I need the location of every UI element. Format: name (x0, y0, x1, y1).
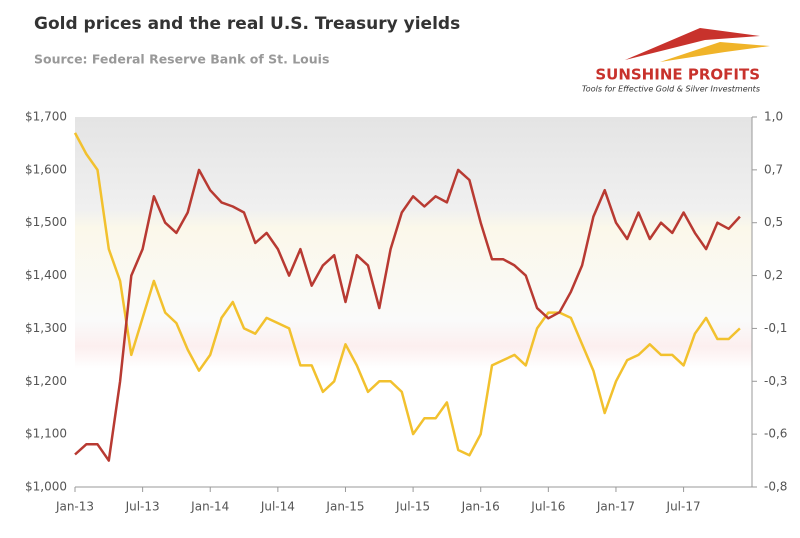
logo: SUNSHINE PROFITS Tools for Effective Gol… (582, 28, 770, 94)
y2-tick-label: 1,0 (764, 110, 783, 124)
logo-mark (660, 42, 770, 62)
y-tick-label: $1,500 (25, 215, 67, 229)
y2-tick-label: -0,6 (764, 427, 787, 441)
y-tick-label: $1,100 (25, 427, 67, 441)
y-tick-label: $1,200 (25, 374, 67, 388)
x-tick-label: Jan-13 (55, 500, 94, 514)
chart-subtitle: Source: Federal Reserve Bank of St. Loui… (34, 52, 329, 67)
logo-name: SUNSHINE PROFITS (595, 66, 760, 84)
x-tick-label: Jul-13 (125, 500, 160, 514)
x-tick-label: Jan-14 (190, 500, 229, 514)
y2-tick-label: -0,8 (764, 480, 787, 494)
y2-tick-label: 0,2 (764, 268, 783, 282)
logo-tagline: Tools for Effective Gold & Silver Invest… (582, 85, 760, 94)
y-tick-label: $1,600 (25, 162, 67, 176)
y2-tick-label: 0,5 (764, 215, 783, 229)
series-line (73, 132, 741, 457)
y-tick-label: $1,300 (25, 321, 67, 335)
plot-background (75, 117, 752, 487)
y2-tick-label: -0,1 (764, 321, 787, 335)
x-tick-label: Jul-14 (260, 500, 295, 514)
x-tick-label: Jul-17 (666, 500, 701, 514)
x-tick-label: Jan-15 (325, 500, 364, 514)
y-tick-label: $1,000 (25, 480, 67, 494)
x-tick-label: Jan-17 (596, 500, 635, 514)
series-line (74, 168, 741, 462)
y-tick-label: $1,700 (25, 110, 67, 124)
logo-mark (625, 28, 760, 60)
chart-title: Gold prices and the real U.S. Treasury y… (34, 14, 460, 34)
x-tick-label: Jul-16 (530, 500, 565, 514)
y2-tick-label: -0,3 (764, 374, 787, 388)
x-tick-label: Jul-15 (395, 500, 430, 514)
x-tick-label: Jan-16 (461, 500, 500, 514)
y-tick-label: $1,400 (25, 268, 67, 282)
y2-tick-label: 0,7 (764, 162, 783, 176)
